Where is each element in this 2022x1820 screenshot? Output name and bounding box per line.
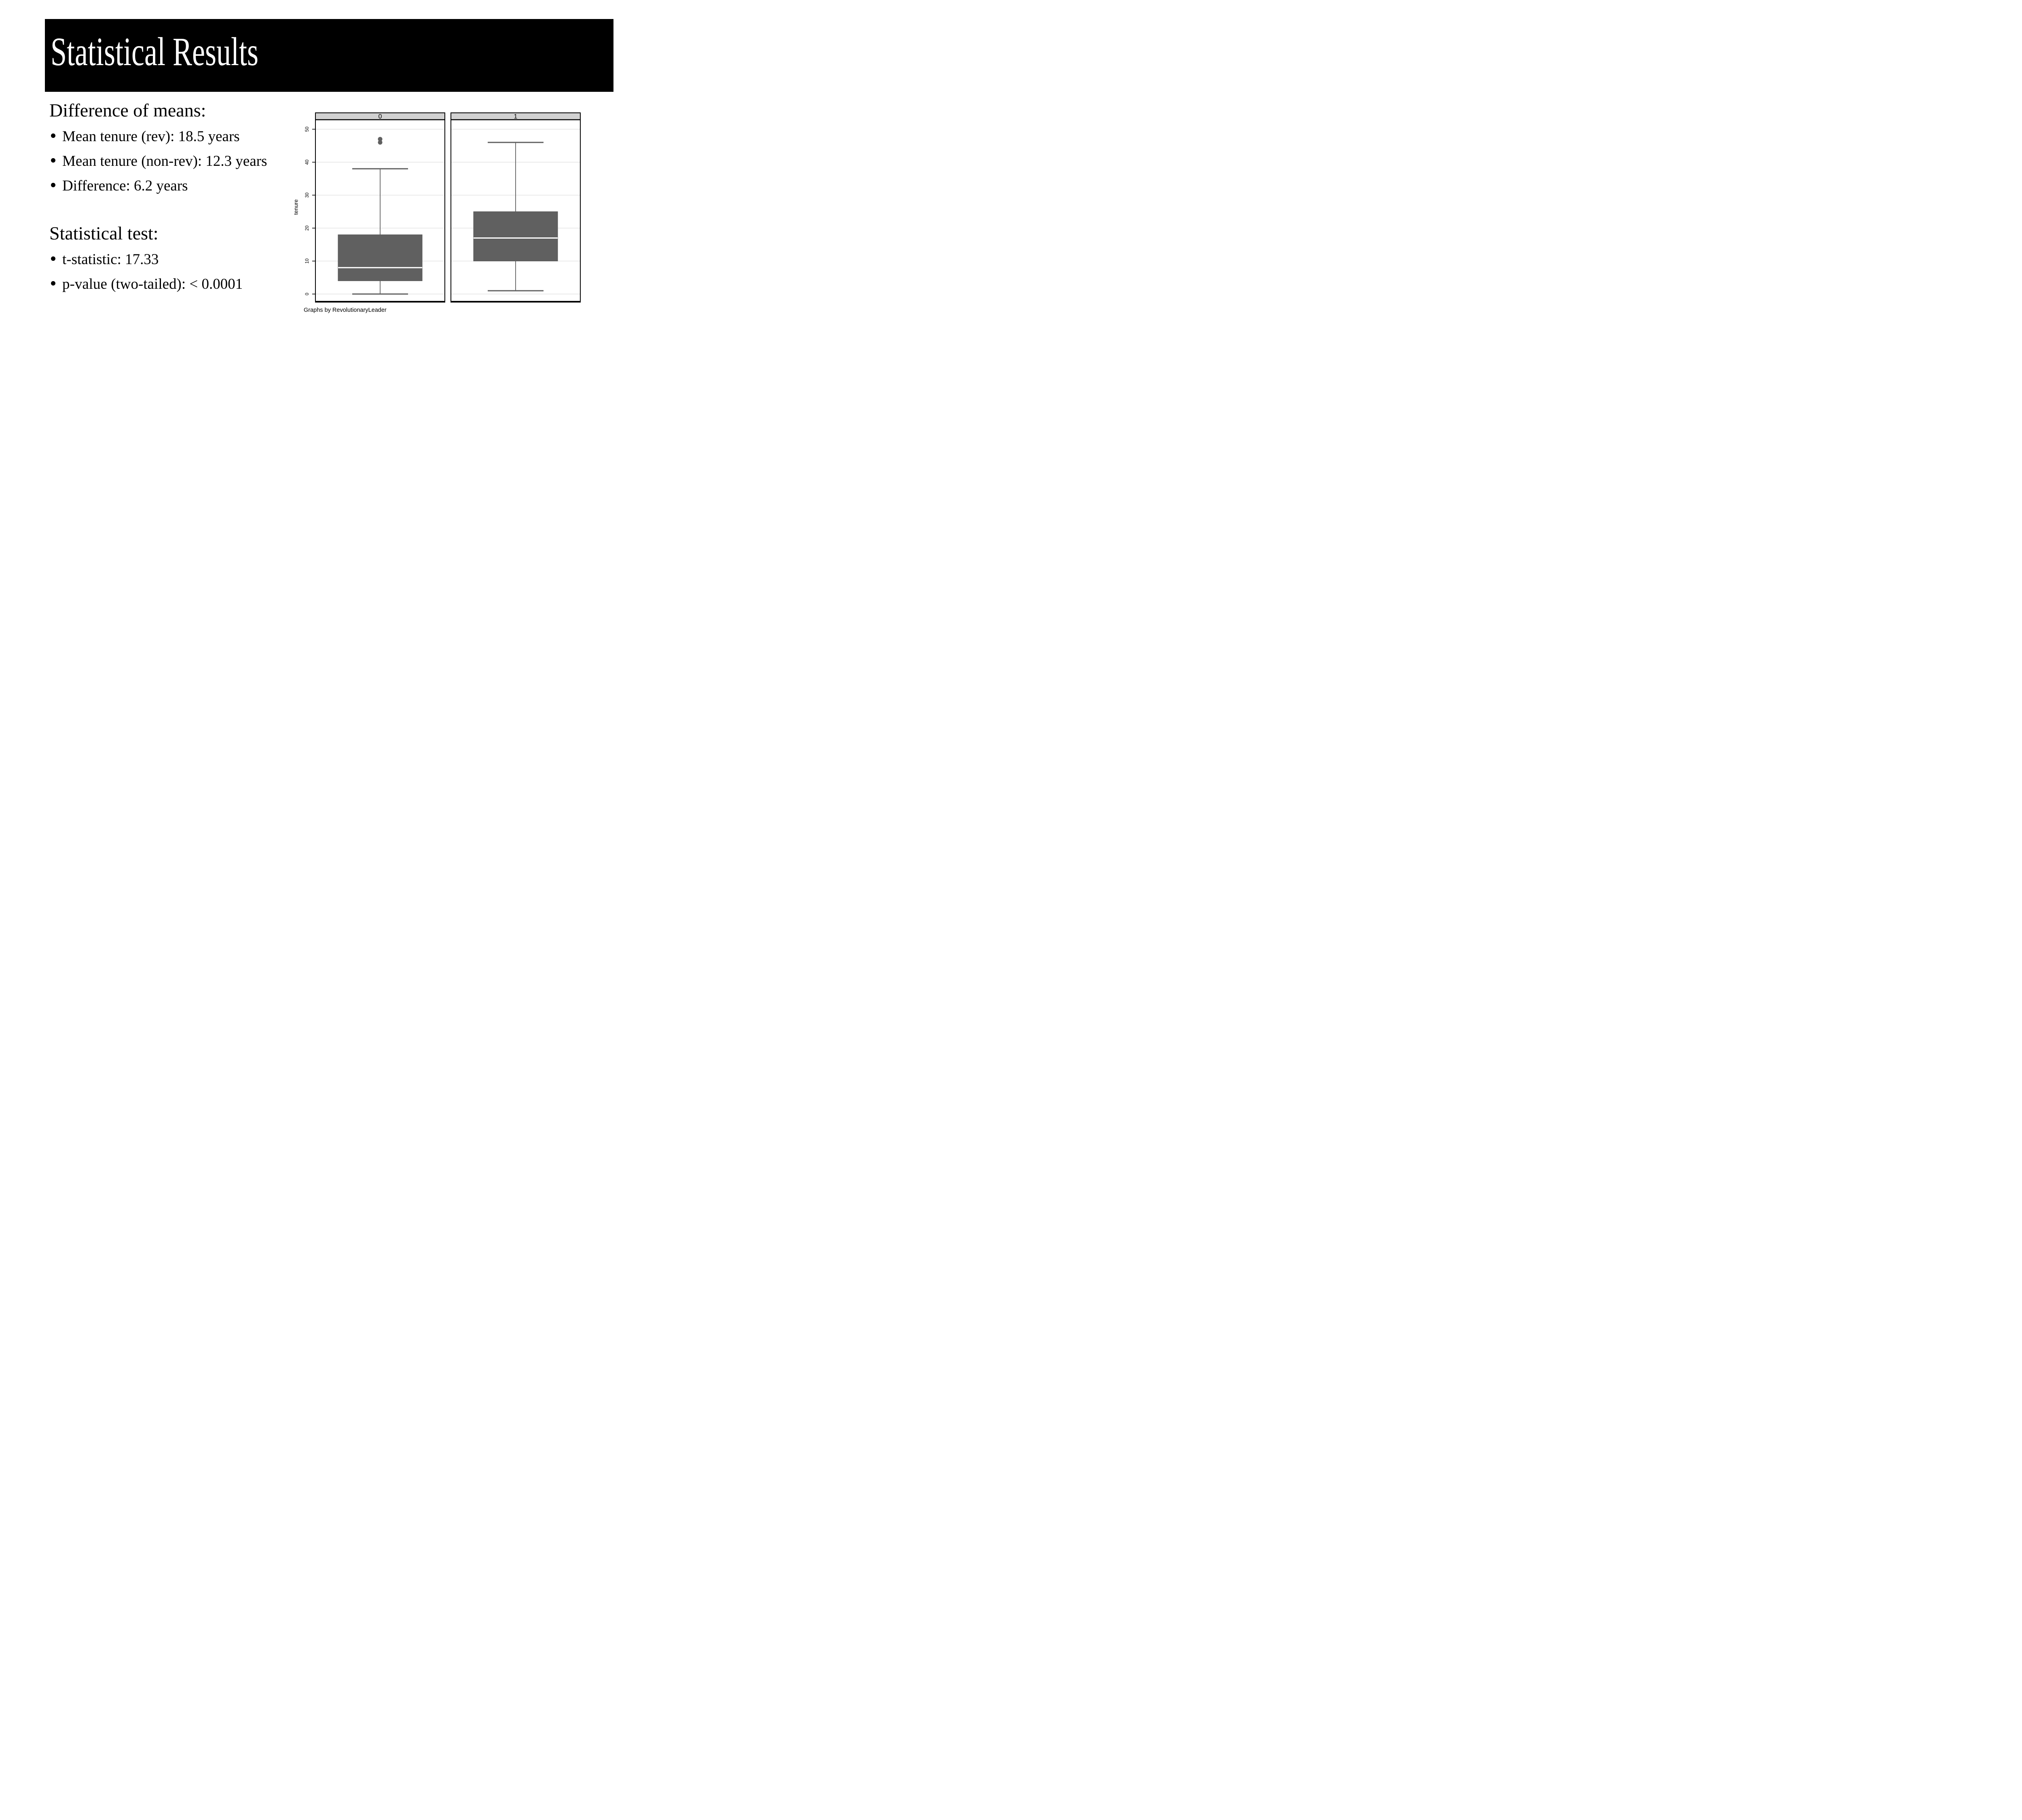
slide: Statistical Results Difference of means:… bbox=[0, 0, 647, 364]
bullet-dot-icon bbox=[51, 281, 55, 286]
bullet-text: t-statistic: 17.33 bbox=[62, 251, 159, 268]
bullet-text: p-value (two-tailed): < 0.0001 bbox=[62, 276, 243, 292]
bullet-text: Mean tenure (rev): 18.5 years bbox=[62, 128, 240, 145]
bullet-dot-icon bbox=[51, 182, 55, 187]
y-tick-label: 10 bbox=[305, 258, 310, 264]
section-heading-statistical-test: Statistical test: bbox=[49, 223, 159, 243]
y-tick-label: 30 bbox=[305, 193, 310, 198]
list-item: Mean tenure (rev): 18.5 years bbox=[51, 128, 240, 145]
list-item: Difference: 6.2 years bbox=[51, 178, 188, 195]
y-tick-label: 0 bbox=[305, 293, 310, 295]
boxplot-panel-1: 1 bbox=[451, 112, 581, 303]
bullet-text: Difference: 6.2 years bbox=[62, 178, 188, 194]
panel-label: 0 bbox=[379, 113, 382, 120]
section-heading-difference-of-means: Difference of means: bbox=[49, 100, 206, 121]
title-bar: Statistical Results bbox=[45, 19, 613, 92]
list-item: p-value (two-tailed): < 0.0001 bbox=[51, 276, 243, 293]
outlier-dot bbox=[378, 140, 383, 145]
y-tick-label: 40 bbox=[305, 160, 310, 165]
boxplot-panel-0: 0 bbox=[315, 112, 445, 303]
y-tick-label: 20 bbox=[305, 226, 310, 231]
slide-title: Statistical Results bbox=[51, 29, 258, 74]
iqr-box bbox=[473, 211, 558, 261]
y-tick-label: 50 bbox=[305, 127, 310, 132]
outlier-dot bbox=[378, 137, 383, 142]
iqr-box bbox=[338, 234, 423, 281]
list-item: t-statistic: 17.33 bbox=[51, 251, 159, 268]
boxplot-figure: 0 1 0 10 20 30 40 50 tenure Graphs by Revolutiona… bbox=[283, 109, 590, 320]
bullet-text: Mean tenure (non-rev): 12.3 years bbox=[62, 153, 267, 169]
chart-caption: Graphs by RevolutionaryLeader bbox=[304, 307, 387, 313]
bullet-dot-icon bbox=[51, 158, 55, 163]
bullet-dot-icon bbox=[51, 133, 55, 138]
list-item: Mean tenure (non-rev): 12.3 years bbox=[51, 153, 267, 170]
panel-label: 1 bbox=[514, 113, 518, 120]
bullet-dot-icon bbox=[51, 256, 55, 261]
y-axis-title: tenure bbox=[293, 199, 299, 215]
